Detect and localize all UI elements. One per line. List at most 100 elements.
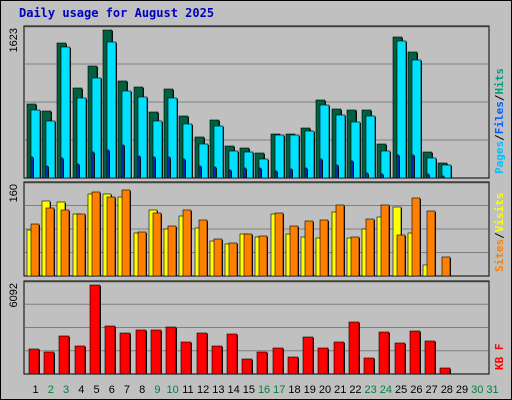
bar-sites-day-11 [182,209,192,277]
bar-pages-day-8 [137,155,141,179]
x-tick-label: 29 [456,384,468,396]
bar-kb-f-day-9 [150,329,162,375]
x-tick-label: 21 [334,384,346,396]
bar-kb-f-day-14 [226,333,238,375]
bar-files-day-22 [350,121,361,179]
x-tick-label: 23 [365,384,377,396]
bar-sites-day-5 [91,191,101,277]
bar-sites-day-12 [198,219,208,277]
bar-sites-day-20 [319,219,329,277]
legend: Sites/Visits [493,193,506,273]
bar-pages-day-25 [396,154,400,179]
bar-kb-f-day-10 [165,326,177,375]
x-tick-label: 14 [227,384,239,396]
y-max-label: 6092 [8,283,20,307]
x-tick-label: 6 [109,384,115,396]
bar-pages-day-14 [228,169,232,179]
bar-pages-day-6 [106,149,110,179]
x-tick-label: 18 [288,384,300,396]
x-tick-label: 22 [349,384,361,396]
bar-pages-day-9 [152,156,156,179]
x-tick-label: 17 [273,384,285,396]
bar-kb-f-day-18 [287,356,299,375]
legend-entry: KB F [493,344,506,371]
bar-pages-day-15 [243,167,247,179]
bar-pages-day-17 [274,170,278,179]
bar-files-day-2 [45,120,56,179]
bar-kb-f-day-24 [378,331,390,375]
panel-kbytes: 6092 KB F [8,280,506,375]
bar-files-day-3 [60,46,71,179]
bar-files-day-18 [289,134,300,179]
bar-files-day-6 [106,41,117,179]
x-tick-label: 27 [425,384,437,396]
y-max-label: 160 [8,184,20,202]
bar-sites-day-9 [152,212,162,277]
bar-files-day-25 [396,40,407,179]
bar-kb-f-day-15 [241,358,253,375]
bar-sites-day-2 [45,207,55,277]
bar-kb-f-day-11 [180,341,192,375]
bar-pages-day-26 [411,154,415,179]
bar-sites-day-26 [411,197,421,277]
bar-kb-f-day-4 [74,345,86,375]
bar-pages-day-19 [304,167,308,179]
x-tick-label: 11 [182,384,193,396]
bar-kb-f-day-23 [363,357,375,375]
x-tick-label: 25 [395,384,407,396]
bar-pages-day-3 [60,157,64,179]
x-tick-label: 26 [410,384,422,396]
bar-files-day-1 [30,109,41,179]
bar-files-day-21 [335,114,346,179]
bar-sites-day-7 [121,189,131,277]
bar-kb-f-day-27 [424,340,436,375]
bar-kb-f-day-7 [119,332,131,375]
bar-files-day-14 [228,150,239,179]
bar-sites-day-23 [365,218,375,277]
bar-files-day-10 [167,97,178,179]
x-tick-label: 5 [93,384,99,396]
x-tick-label: 4 [78,384,84,396]
legend-entry: / [493,232,506,239]
bar-pages-day-12 [198,165,202,179]
x-tick-label: 20 [319,384,331,396]
bar-pages-day-5 [91,151,95,179]
legend: Pages/Files/Hits [493,68,506,174]
bar-sites-day-4 [76,213,86,277]
bar-pages-day-10 [167,156,171,179]
x-tick-label: 9 [154,384,160,396]
x-tick-label: 3 [63,384,69,396]
bar-files-day-12 [198,143,209,179]
x-tick-label: 30 [471,384,483,396]
legend-entry: Sites [493,239,506,272]
bar-files-day-26 [411,59,422,179]
bar-kb-f-day-25 [394,342,406,375]
bar-pages-day-2 [45,165,49,179]
legend: KB F [493,344,506,371]
legend-entry: / [493,134,506,141]
bar-kb-f-day-6 [104,325,116,375]
bar-pages-day-23 [365,172,369,179]
bar-kb-f-day-13 [211,345,223,375]
panel-visits_sites: 160 Sites/Visits [8,181,506,277]
bar-sites-day-24 [380,204,390,277]
bar-files-day-27 [426,157,437,179]
bar-files-day-11 [182,123,193,179]
chart-title: Daily usage for August 2025 [19,6,215,20]
bar-sites-day-22 [350,236,360,277]
bar-files-day-13 [213,125,224,179]
bar-sites-day-14 [228,242,238,277]
bar-sites-day-18 [289,225,299,277]
bar-files-day-23 [365,115,376,179]
bar-sites-day-27 [426,210,436,277]
bar-kb-f-day-1 [28,348,40,375]
bar-pages-day-22 [350,160,354,179]
bar-kb-f-day-21 [333,341,345,375]
bar-kb-f-day-17 [272,347,284,375]
bar-files-day-19 [304,130,315,179]
bar-files-day-8 [137,96,148,179]
bar-sites-day-25 [396,234,406,277]
x-tick-label: 13 [212,384,224,396]
bar-kb-f-day-19 [302,336,314,375]
